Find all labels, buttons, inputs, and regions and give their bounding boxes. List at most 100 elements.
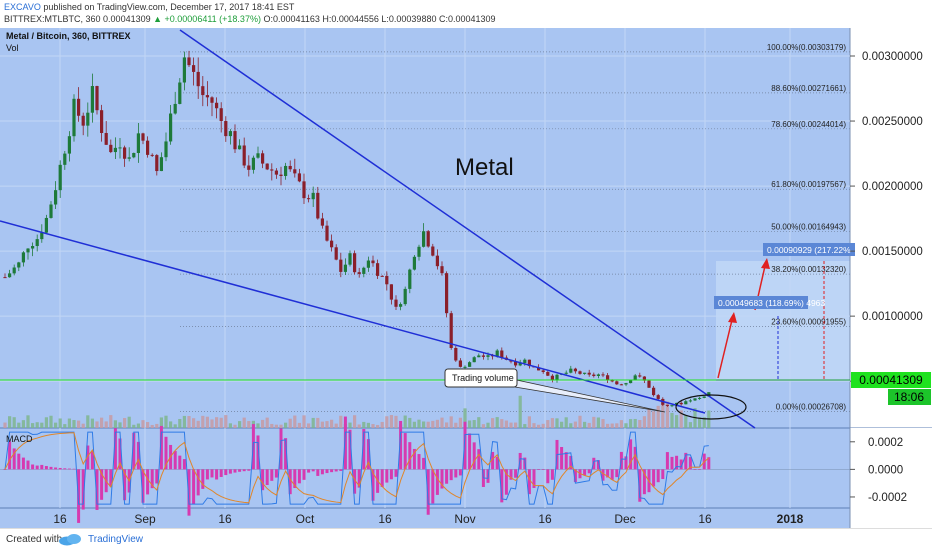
- volume-bar: [670, 412, 674, 428]
- volume-bar: [297, 422, 301, 428]
- candle-body: [707, 392, 711, 397]
- macd-hist-bar: [583, 469, 587, 476]
- volume-bar: [26, 415, 30, 428]
- macd-hist-bar: [49, 466, 53, 470]
- volume-bar: [509, 422, 513, 428]
- macd-hist-bar: [546, 469, 550, 484]
- volume-bar: [90, 418, 94, 428]
- macd-hist-bar: [353, 469, 357, 494]
- candle-body: [688, 400, 692, 402]
- macd-hist-bar: [219, 469, 223, 477]
- volume-bar: [458, 417, 462, 428]
- macd-hist-bar: [205, 469, 209, 480]
- macd-hist-bar: [228, 469, 232, 474]
- volume-bar: [86, 415, 90, 428]
- time-tick-label: Dec: [614, 512, 635, 526]
- macd-hist-bar: [601, 469, 605, 481]
- price-tick-label: 0.00300000: [862, 51, 923, 63]
- time-tick-label: 16: [698, 512, 712, 526]
- macd-hist-bar: [426, 469, 430, 515]
- candle-body: [472, 357, 476, 363]
- volume-bar: [412, 421, 416, 428]
- macd-hist-bar: [86, 445, 90, 470]
- macd-hist-bar: [399, 420, 403, 470]
- macd-hist-bar: [113, 428, 117, 470]
- candle-body: [210, 97, 214, 103]
- candle-body: [274, 170, 278, 175]
- volume-bar: [127, 416, 131, 428]
- symbol-ohlc: O:0.00041163 H:0.00044556 L:0.00039880 C…: [263, 14, 496, 24]
- price-tick-label: 0.00100000: [862, 311, 923, 323]
- candle-body: [192, 65, 196, 72]
- macd-hist-bar: [688, 457, 692, 470]
- volume-bar: [201, 415, 205, 428]
- macd-hist-bar: [693, 469, 697, 470]
- volume-bar: [141, 420, 145, 428]
- volume-bar: [155, 423, 159, 428]
- macd-hist-bar: [256, 435, 260, 470]
- price-chart[interactable]: 100.00%(0.00303179) 88.60%(0.00271661) 78.…: [0, 28, 932, 528]
- candle-body: [412, 256, 416, 270]
- macd-hist-bar: [95, 469, 99, 510]
- volume-bar: [58, 418, 62, 428]
- time-tick-label: 16: [218, 512, 232, 526]
- time-tick-label: 2018: [777, 512, 804, 526]
- candle-body: [366, 260, 370, 268]
- volume-bar: [532, 423, 536, 428]
- macd-hist-bar: [247, 469, 251, 471]
- volume-bar: [624, 423, 628, 428]
- candle-body: [90, 86, 94, 113]
- volume-bar: [150, 424, 154, 428]
- candle-body: [242, 145, 246, 166]
- macd-hist-bar: [596, 460, 600, 470]
- volume-bar: [67, 418, 71, 428]
- callout-text: Trading volume: [452, 373, 514, 383]
- macd-hist-bar: [495, 456, 499, 470]
- candle-body: [353, 253, 357, 273]
- macd-hist-bar: [81, 469, 85, 510]
- macd-hist-bar: [261, 469, 265, 491]
- macd-hist-bar: [606, 469, 610, 478]
- published-text: published on TradingView.com, December 1…: [43, 2, 295, 12]
- tradingview-link[interactable]: TradingView: [88, 534, 144, 545]
- candle-body: [12, 267, 16, 274]
- volume-bar: [366, 422, 370, 428]
- candle-body: [67, 136, 71, 154]
- volume-bar: [688, 422, 692, 428]
- candle-body: [215, 102, 219, 109]
- candle-body: [463, 366, 467, 368]
- volume-bar: [21, 420, 25, 428]
- fibonacci-levels: 100.00%(0.00303179) 88.60%(0.00271661) 78.…: [180, 43, 850, 412]
- volume-bar: [652, 411, 656, 428]
- candle-body: [362, 267, 366, 274]
- candle-body: [422, 231, 426, 247]
- macd-hist-bar: [615, 469, 619, 478]
- projection-zone: [716, 261, 850, 380]
- author-link[interactable]: EXCAVO: [4, 2, 41, 12]
- volume-bar: [293, 415, 297, 428]
- volume-bar: [371, 424, 375, 428]
- macd-hist-bar: [118, 438, 122, 470]
- macd-hist-bar: [468, 433, 472, 470]
- candle-body: [205, 95, 209, 98]
- candle-body: [357, 272, 361, 274]
- volume-bar: [178, 418, 182, 428]
- volume-bar: [463, 408, 467, 428]
- candle-body: [647, 380, 651, 388]
- candle-body: [228, 131, 232, 137]
- volume-bar: [389, 415, 393, 428]
- candle-body: [527, 359, 531, 367]
- chart-title: Metal / Bitcoin, 360, BITTREX: [6, 31, 131, 41]
- candle-body: [523, 359, 527, 363]
- volume-bar: [491, 418, 495, 428]
- volume-bar: [49, 415, 53, 428]
- candle-body: [159, 157, 163, 172]
- candle-body: [619, 384, 623, 386]
- macd-hist-bar: [320, 469, 324, 475]
- volume-bar: [629, 419, 633, 428]
- volume-bar: [192, 418, 196, 428]
- macd-hist-bar: [307, 469, 311, 473]
- macd-hist-bar: [463, 421, 467, 470]
- time-tick-label: 16: [538, 512, 552, 526]
- candle-body: [54, 190, 58, 205]
